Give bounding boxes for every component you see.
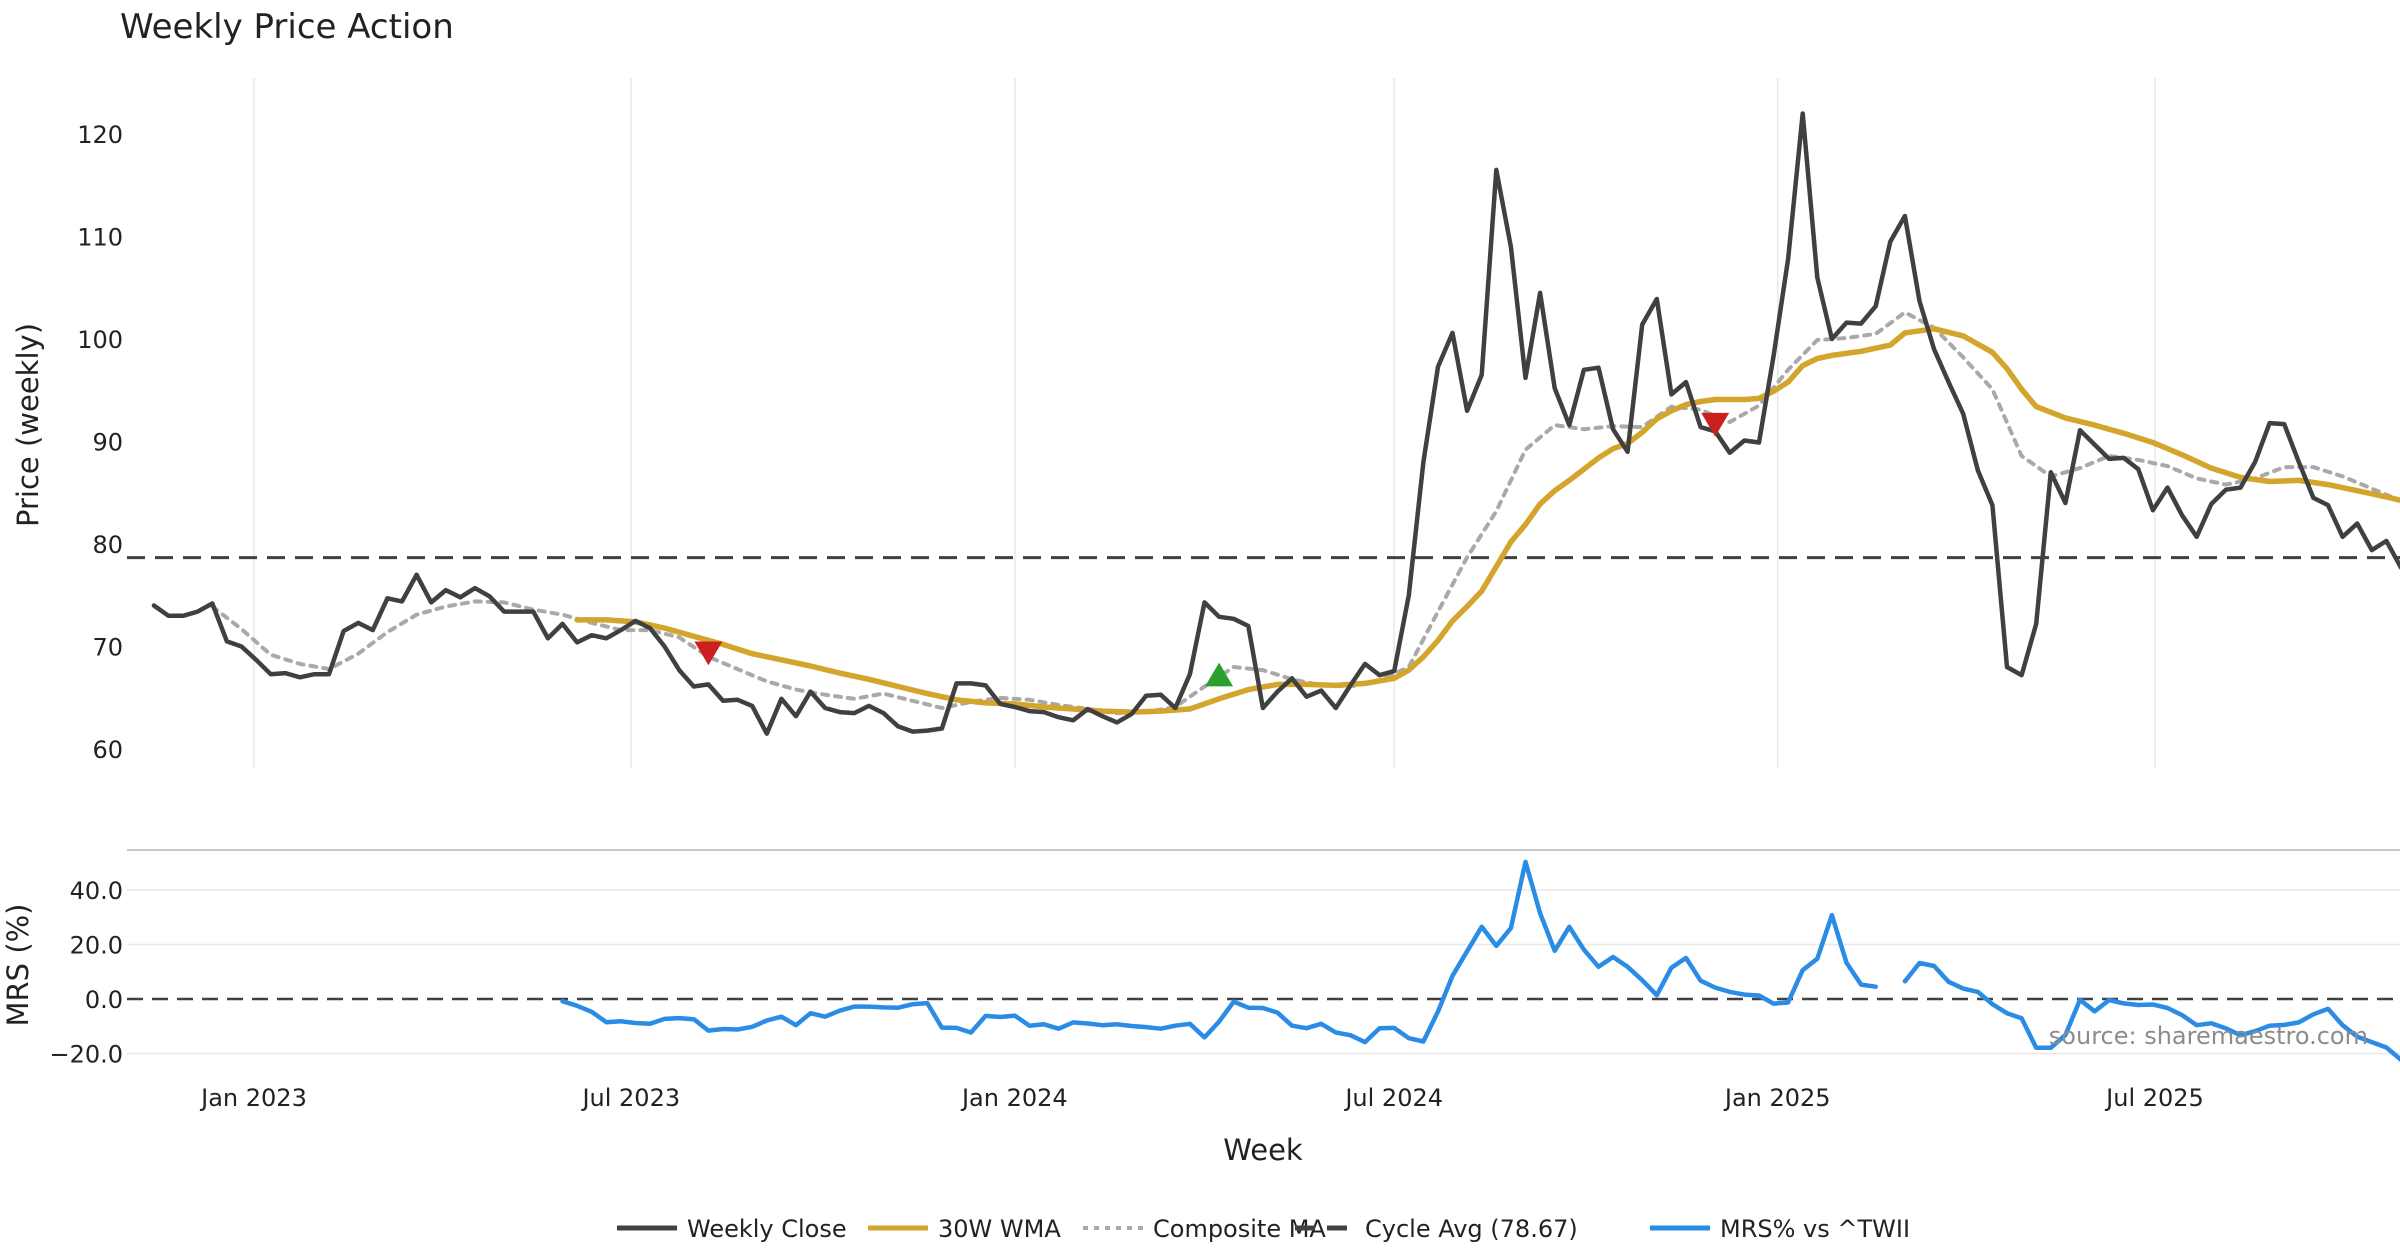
price-y-tick-label: 120 <box>77 121 123 149</box>
mrs-y-tick-label: −20.0 <box>49 1041 123 1069</box>
legend-label: Weekly Close <box>687 1215 847 1243</box>
x-tick-label: Jul 2024 <box>1343 1084 1443 1112</box>
x-tick-label: Jul 2025 <box>2104 1084 2204 1112</box>
legend-item: Cycle Avg (78.67) <box>1295 1215 1578 1243</box>
price-y-tick-label: 60 <box>92 736 123 764</box>
composite-ma-line <box>210 310 2400 716</box>
x-tick-label: Jan 2025 <box>1723 1084 1831 1112</box>
mrs-y-tick-label: 0.0 <box>85 986 123 1014</box>
price-y-tick-label: 70 <box>92 634 123 662</box>
chart-title: Weekly Price Action <box>120 7 454 47</box>
legend-label: 30W WMA <box>938 1215 1061 1243</box>
legend-label: Cycle Avg (78.67) <box>1365 1215 1578 1243</box>
price-y-tick-label: 110 <box>77 224 123 252</box>
x-tick-label: Jan 2023 <box>199 1084 307 1112</box>
wma-30w-line <box>574 326 2400 715</box>
mrs-y-axis-label: MRS (%) <box>1 904 35 1027</box>
legend-label: MRS% vs ^TWII <box>1720 1215 1910 1243</box>
mrs-grid <box>127 889 2400 1055</box>
legend-item: 30W WMA <box>868 1215 1061 1243</box>
legend: Weekly Close 30W WMA Composite MA Cycle Avg… <box>617 1215 1910 1243</box>
legend-item: MRS% vs ^TWII <box>1650 1215 1910 1243</box>
price-y-tick-label: 100 <box>77 326 123 354</box>
mrs-y-tick-label: 40.0 <box>70 877 123 905</box>
x-tick-label: Jan 2024 <box>960 1084 1068 1112</box>
mrs-line <box>560 859 2400 1062</box>
price-grid <box>253 78 2156 768</box>
sell-signal-marker <box>694 641 723 666</box>
x-axis-ticks: Jan 2023 Jul 2023 Jan 2024 Jul 2024 Jan 2025… <box>199 1084 2204 1112</box>
buy-signal-marker <box>1205 662 1234 687</box>
x-tick-label: Jul 2023 <box>580 1084 680 1112</box>
mrs-y-tick-label: 20.0 <box>70 932 123 960</box>
price-series-group <box>151 111 2400 736</box>
signal-markers <box>694 412 1730 687</box>
legend-item: Composite MA <box>1083 1215 1326 1243</box>
price-y-tick-label: 80 <box>92 531 123 559</box>
x-axis-label: Week <box>1223 1133 1303 1167</box>
legend-item: Weekly Close <box>617 1215 847 1243</box>
price-y-tick-label: 90 <box>92 429 123 457</box>
mrs-series-group <box>560 859 2400 1062</box>
sell-signal-marker <box>1701 412 1730 437</box>
price-y-axis-label: Price (weekly) <box>11 323 45 527</box>
weekly-close-line <box>151 111 2400 736</box>
mrs-y-ticks: 40.0 20.0 0.0 −20.0 <box>49 877 123 1069</box>
source-watermark: source: sharemaestro.com <box>2049 1022 2368 1050</box>
price-y-ticks: 60 70 80 90 100 110 120 <box>77 121 123 764</box>
